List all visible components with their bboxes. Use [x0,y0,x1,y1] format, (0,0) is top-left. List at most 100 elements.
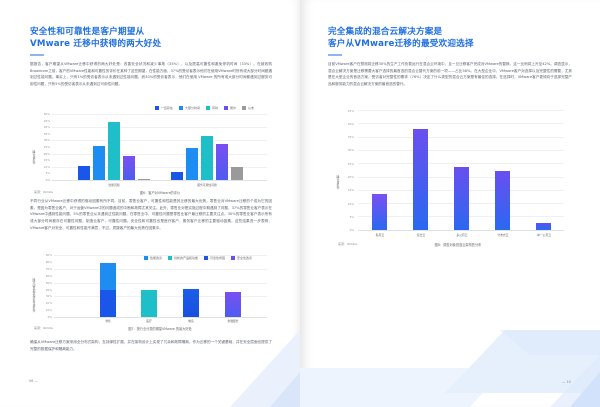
bar [141,290,157,317]
chart-industry-benefits: 性能改善 创新的产品和功能 可靠性增强 安全性改善 受访者在迁移后改善的比例 9… [30,250,272,335]
x-category: 医疗 [146,319,152,323]
legend-item: 有时 [205,106,218,110]
y-tick: 30% [347,148,354,153]
intro-paragraph: 目前VMware客户在预测将迁移30%的生产工作负载运行在混合云环境中，且一旦迁… [328,62,572,87]
y-tick: 20% [43,151,50,156]
closing-paragraph: 确保从VMware迁移方案采用全分布式架构，支持弹性扩展，并在架构设计上实现了冗… [30,340,272,351]
bar-segment [100,262,116,290]
bar [413,128,428,230]
right-page: 完全集成的混合云解决方案是 客户从VMware迁移的最受欢迎选择 目前VMwar… [300,0,600,407]
middle-paragraph: 不同行业从VMware迁移中获得的驱动因素有所不同。目前，零售业客户，可靠性和性… [30,199,272,230]
left-page-title: 安全性和可靠性是客户期望从 VMware 迁移中获得的两大好处 [30,26,161,50]
title-line-2: 客户从VMware迁移的最受欢迎选择 [328,39,474,49]
right-page-title: 完全集成的混合云解决方案是 客户从VMware迁移的最受欢迎选择 [328,26,474,50]
y-tick: 35% [43,131,50,136]
bar [186,148,198,180]
title-underline [328,54,342,56]
legend-item: 一直存在 [154,106,173,110]
chart1-caption: 图6：客户对VMware的评价 [139,191,181,195]
bar [123,156,135,180]
x-category: 单一公有云 [537,233,551,237]
y-tick: 70% [45,266,52,271]
chart1-legend: 一直存在 大部分时间 有时 偶尔 从未 [154,106,254,110]
bar [536,223,551,230]
y-tick: 15% [43,158,50,163]
legend-item: 性能改善 [143,256,162,260]
bar [231,166,243,180]
y-tick: 35% [347,135,354,140]
chart2-y-axis-label: 受访者在迁移后改善的比例 [32,278,36,312]
y-tick: 30% [43,138,50,143]
chart-preferred-cloud-architecture: 受访者比例 45% 40% 35% 30% 25% 20% 15% 10% 5%… [328,104,572,254]
bar [138,178,150,180]
y-tick: 45% [43,118,50,123]
y-tick: 0% [45,178,50,182]
bar [183,288,199,317]
x-category: 多公有云 [456,233,468,237]
chart2-caption: 图7：按行业分类的期望VMware 的最大好处 [128,327,192,331]
legend-item: 安全性改善 [230,256,252,260]
bar [108,121,120,180]
y-tick: 50% [45,280,52,285]
y-tick: 50% [43,112,50,116]
y-tick: 10% [347,201,354,206]
title-line-1: 安全性和可靠性是客户期望从 [30,27,145,37]
legend-item: 偶尔 [223,106,236,110]
bar [93,145,105,180]
y-tick: 40% [45,287,52,292]
title-line-1: 完全集成的混合云解决方案是 [328,27,443,37]
title-underline [30,54,44,56]
page-number: — 10 [562,380,571,384]
bar-segment [100,289,116,317]
y-tick: 5% [349,214,354,219]
intro-paragraph: 据报告，客户期望从VMware迁移中获得的两大好处是：改善安全状况和减少事故（3… [30,62,272,87]
y-tick: 10% [43,164,50,169]
legend-item: 从未 [241,106,254,110]
y-tick: 30% [45,294,52,299]
y-tick: 20% [347,175,354,179]
x-category: 制造 [188,319,194,323]
chart2-legend: 性能改善 创新的产品和功能 可靠性增强 安全性改善 [143,256,252,260]
y-tick: 40% [347,121,354,126]
x-category: 性能问题 [108,183,120,187]
bar [216,144,228,180]
bar [201,136,213,180]
chart3-source: 来源：Omdia [338,242,357,246]
bar [454,167,469,230]
legend-item: 创新的产品和功能 [167,256,198,260]
y-tick: 45% [347,108,354,113]
legend-item: 大部分时间 [178,106,200,110]
chart2-source: 来源：Omdia [34,326,53,330]
y-tick: 15% [347,188,354,193]
bar [78,165,90,180]
page-number: 06 — [29,379,38,383]
y-tick: 20% [45,301,52,306]
left-page: 安全性和可靠性是客户期望从 VMware 迁移中获得的两大好处 据报告，客户期望… [0,0,300,407]
y-tick: 0% [47,315,52,319]
chart3-caption: 图8：调查对象首选云架构的分布 [434,243,482,247]
y-tick: 0% [349,228,354,233]
y-tick: 10% [45,308,52,313]
chart1-y-axis-label: 受访者比例 [32,150,36,164]
bar [495,171,510,230]
title-line-2: VMware 迁移中获得的两大好处 [30,39,162,49]
y-tick: 25% [347,161,354,166]
bar [372,193,387,230]
x-category: 金融服务 [227,319,239,323]
legend-item: 可靠性增强 [203,256,225,260]
x-category: 混合云 [416,233,426,237]
chart-customer-evaluation: 一直存在 大部分时间 有时 偶尔 从未 受访者比例 50% 45% 40% 35… [30,104,272,196]
y-tick: 60% [45,273,52,278]
x-category: 零售 [105,319,111,323]
chart1-source: 来源：Omdia [34,190,53,194]
y-tick: 40% [43,125,50,130]
y-tick: 90% [45,253,52,257]
x-category: 服务可用性问题 [197,183,217,187]
x-category: 分布式云 [497,233,509,237]
y-tick: 80% [45,259,52,264]
x-category: 私有云 [375,233,385,237]
y-tick: 5% [45,171,50,176]
y-tick: 25% [43,145,50,149]
chart3-y-axis-label: 受访者比例 [336,175,340,189]
